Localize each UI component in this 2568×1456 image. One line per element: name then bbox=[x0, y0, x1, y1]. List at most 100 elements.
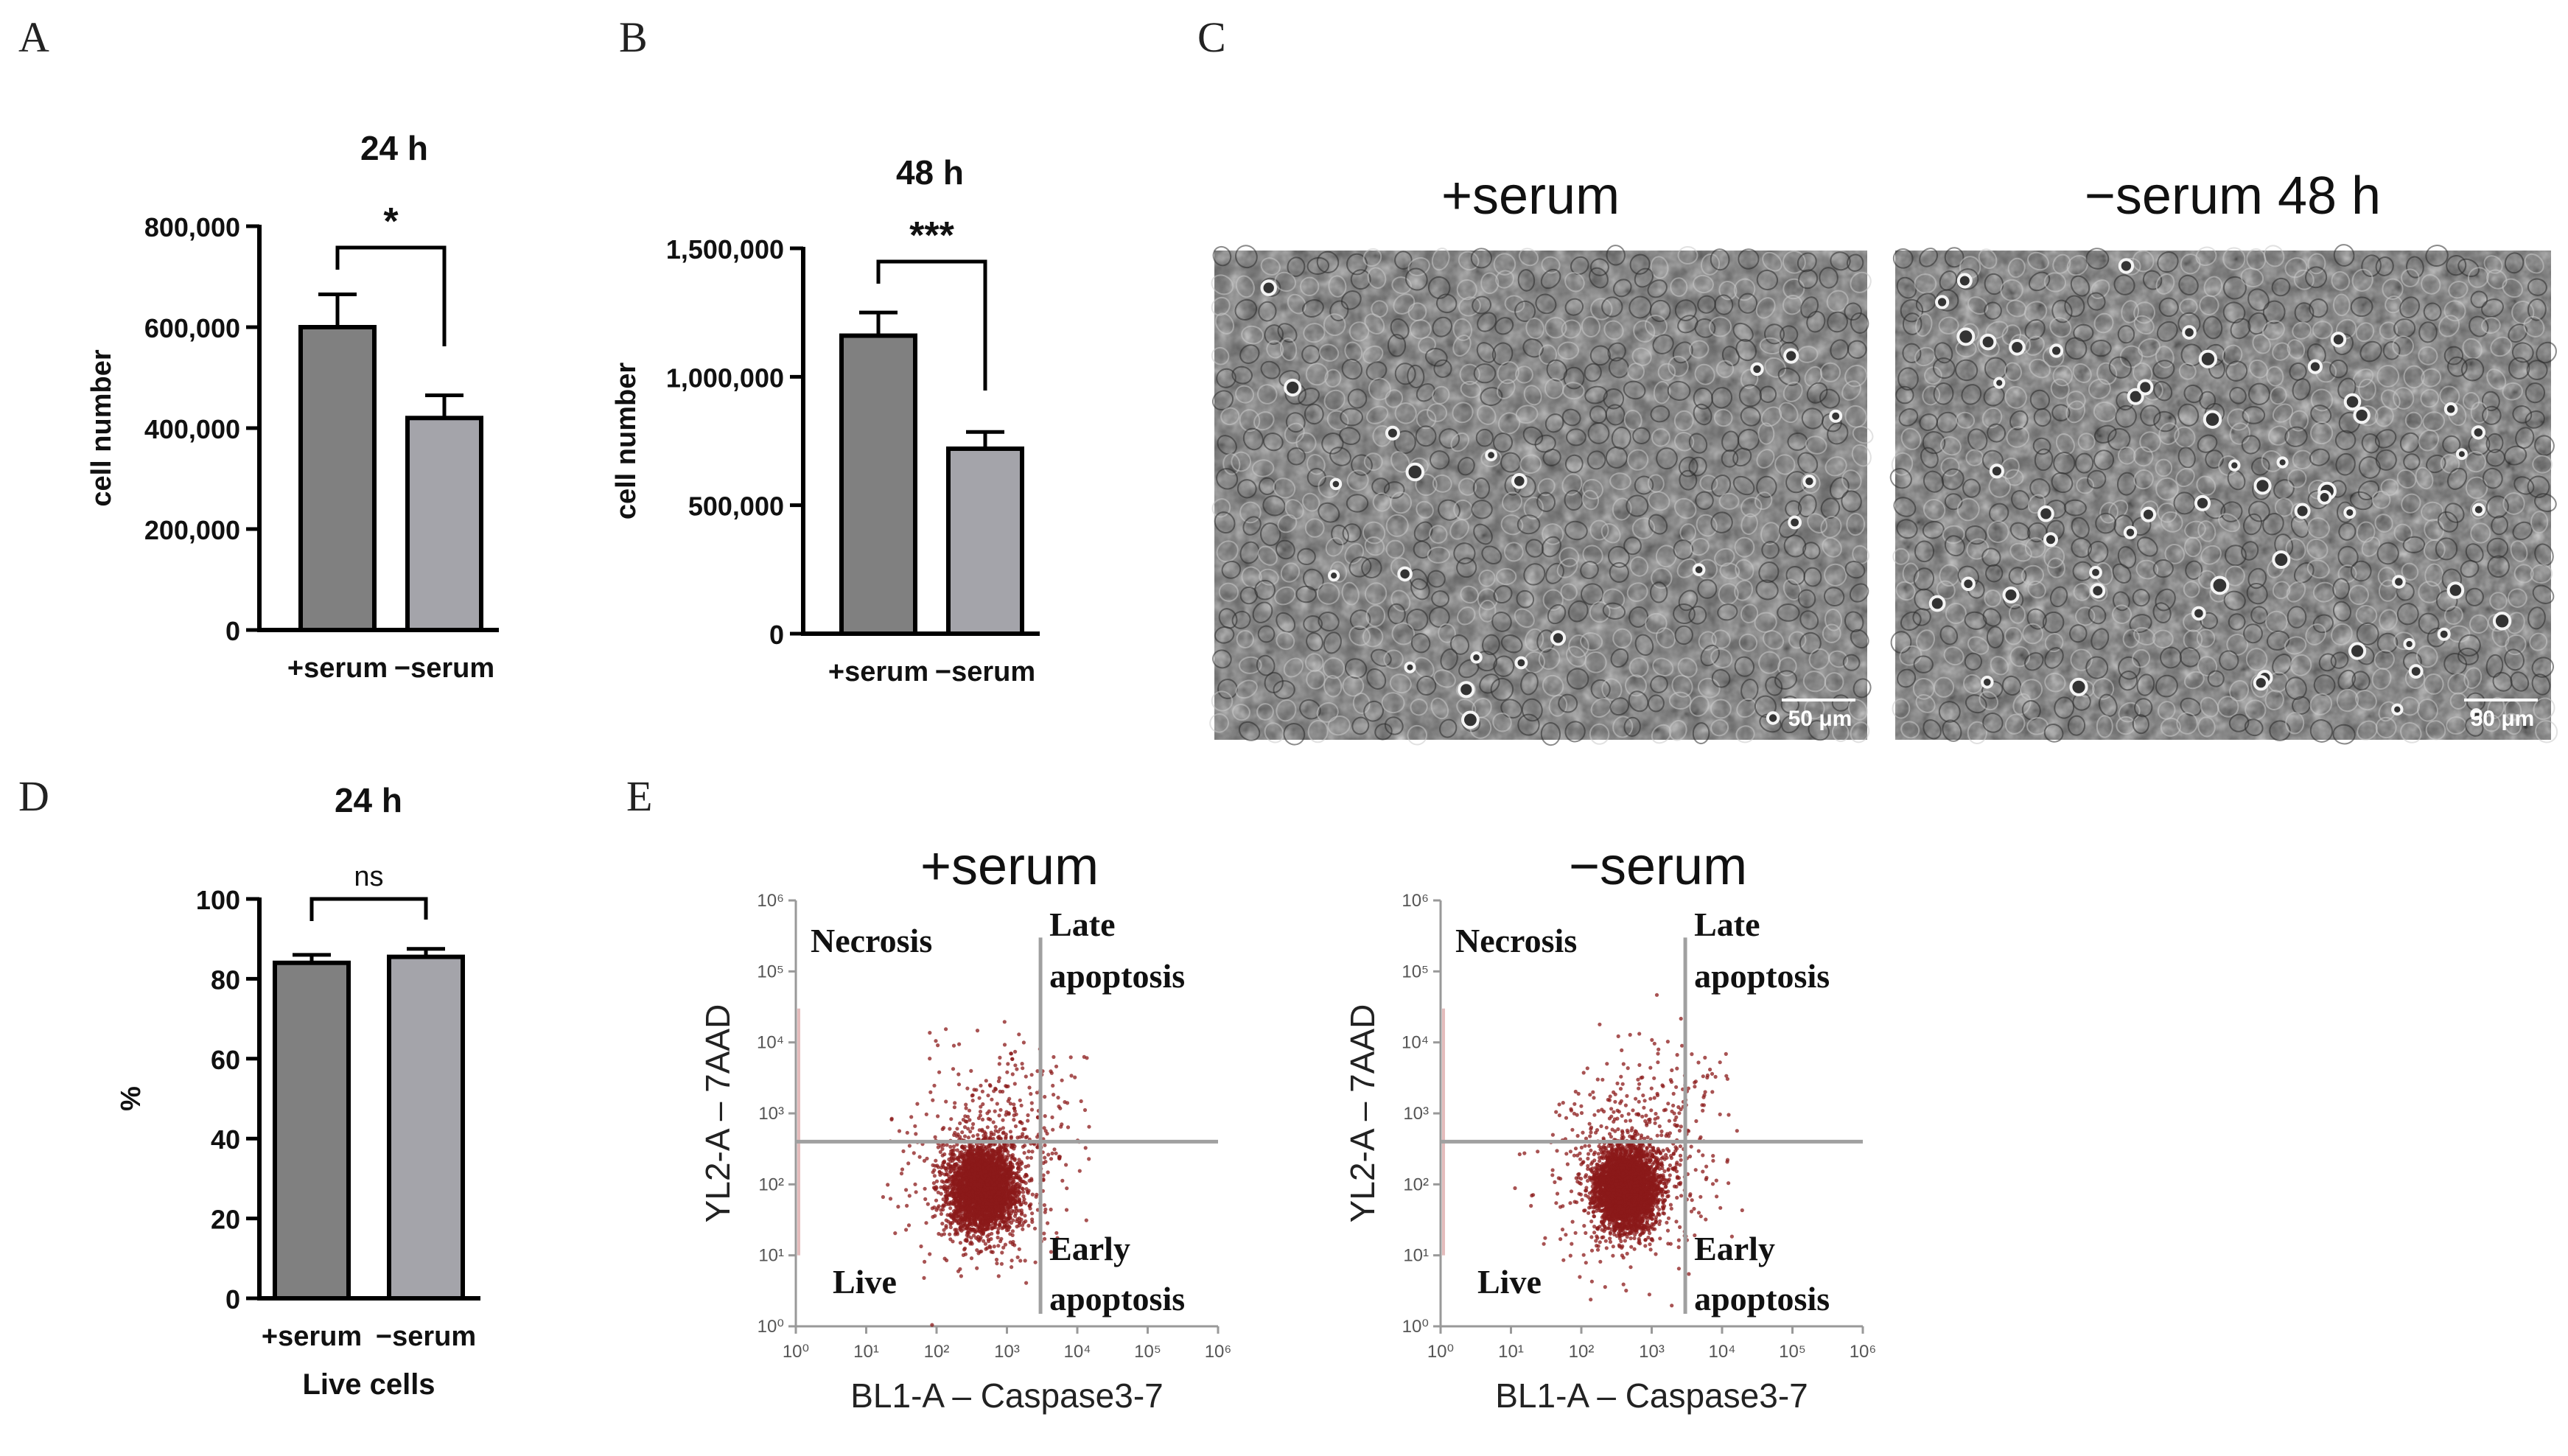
cell bbox=[2523, 315, 2545, 337]
cell bbox=[2022, 623, 2043, 645]
cell bbox=[1504, 295, 1525, 313]
cell bbox=[1480, 387, 1503, 407]
cell bbox=[2207, 670, 2225, 687]
cell bbox=[2331, 623, 2353, 645]
cell bbox=[1542, 589, 1564, 611]
cell bbox=[2527, 278, 2547, 296]
rounded-cell bbox=[1750, 362, 1764, 377]
cell bbox=[2358, 455, 2381, 479]
cell bbox=[1612, 497, 1632, 521]
event-dot bbox=[1065, 1101, 1070, 1105]
cell bbox=[1323, 631, 1342, 654]
cell bbox=[1782, 294, 1803, 315]
cell bbox=[2247, 312, 2268, 335]
rounded-cell bbox=[1692, 563, 1706, 577]
cell bbox=[1985, 564, 2004, 583]
chart-title: 48 h bbox=[896, 153, 964, 192]
cell bbox=[2228, 613, 2246, 631]
cell bbox=[2485, 654, 2504, 678]
cell bbox=[1943, 646, 1965, 666]
cell bbox=[1340, 407, 1363, 427]
y-tick-label: 200,000 bbox=[144, 515, 240, 545]
cell bbox=[1711, 475, 1732, 497]
event-dot bbox=[948, 1206, 953, 1211]
cell bbox=[1415, 473, 1438, 497]
cell bbox=[2183, 384, 2203, 404]
cell bbox=[1827, 311, 1848, 333]
cell bbox=[1416, 383, 1435, 402]
x-tick-label: 10⁵ bbox=[1134, 1342, 1161, 1362]
cell bbox=[1318, 612, 1340, 631]
y-tick-label: 1,500,000 bbox=[666, 234, 784, 265]
cell bbox=[1627, 449, 1649, 471]
cell bbox=[1329, 300, 1349, 322]
rounded-cell bbox=[2037, 505, 2054, 522]
cell bbox=[1915, 313, 1933, 337]
cell bbox=[1516, 589, 1535, 609]
cell bbox=[1477, 312, 1497, 332]
cell bbox=[1264, 324, 1284, 346]
event-dot bbox=[978, 1110, 983, 1114]
cell bbox=[1590, 697, 1612, 718]
cell bbox=[2286, 581, 2306, 603]
cell bbox=[1844, 302, 1862, 321]
cell bbox=[1404, 267, 1428, 291]
cell bbox=[1363, 700, 1385, 722]
rounded-cell bbox=[1956, 273, 1973, 289]
cell bbox=[1306, 468, 1326, 488]
cell bbox=[1231, 451, 1252, 472]
cell bbox=[2508, 323, 2528, 343]
cell bbox=[2446, 467, 2468, 490]
cell bbox=[1432, 316, 1452, 337]
cell bbox=[2179, 298, 2198, 316]
rounded-cell bbox=[1802, 475, 1816, 489]
cell bbox=[1564, 520, 1588, 541]
event-dot bbox=[1010, 1233, 1015, 1237]
cell bbox=[2457, 648, 2479, 665]
cell bbox=[2355, 322, 2375, 343]
cell bbox=[2218, 513, 2241, 533]
cell bbox=[1736, 698, 1757, 718]
cell bbox=[2033, 407, 2051, 427]
cell bbox=[1342, 675, 1365, 697]
event-dot bbox=[962, 1125, 968, 1130]
event-dot bbox=[965, 1086, 970, 1091]
cell bbox=[1629, 253, 1651, 275]
cell bbox=[2357, 720, 2378, 741]
cell bbox=[1344, 658, 1368, 679]
cell bbox=[2226, 634, 2249, 656]
rounded-cell bbox=[2317, 490, 2332, 505]
cell bbox=[2069, 624, 2088, 643]
cell bbox=[2184, 520, 2206, 539]
cell bbox=[2112, 563, 2132, 584]
cell bbox=[2418, 346, 2438, 365]
cell bbox=[1922, 431, 1946, 455]
cell bbox=[2401, 493, 2421, 514]
cell bbox=[1693, 274, 1714, 294]
cell bbox=[1824, 672, 1844, 693]
cell bbox=[2043, 272, 2067, 293]
cell bbox=[1381, 692, 1405, 714]
cell bbox=[2486, 269, 2508, 290]
cell bbox=[1327, 715, 1351, 736]
cell bbox=[1231, 610, 1251, 629]
cell bbox=[2242, 406, 2266, 424]
cell bbox=[1841, 490, 1862, 513]
event-dot bbox=[1054, 1064, 1059, 1068]
cell bbox=[1919, 248, 1939, 267]
cell bbox=[2312, 581, 2336, 603]
x-tick-label: 10³ bbox=[994, 1342, 1020, 1362]
cell bbox=[1670, 277, 1688, 297]
event-dot bbox=[1003, 1224, 1007, 1228]
event-dot bbox=[1029, 1101, 1034, 1105]
cell bbox=[1956, 497, 1980, 522]
x-tick-label: 10⁴ bbox=[1063, 1342, 1091, 1362]
cell bbox=[2504, 648, 2525, 671]
cell bbox=[1351, 716, 1370, 735]
cell bbox=[1688, 606, 1707, 625]
cell bbox=[1323, 313, 1346, 337]
event-dot bbox=[941, 1208, 945, 1212]
event-dot bbox=[934, 1039, 938, 1043]
cell bbox=[1607, 342, 1626, 362]
cell bbox=[1710, 648, 1733, 668]
